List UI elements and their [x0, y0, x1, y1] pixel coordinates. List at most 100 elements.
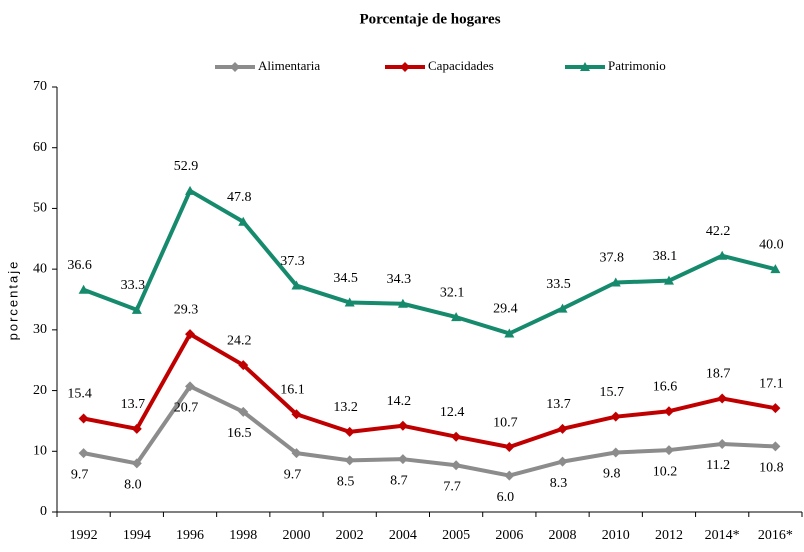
data-label: 13.7: [546, 397, 571, 412]
x-tick-label: 1996: [176, 528, 204, 543]
marker: [610, 411, 621, 422]
marker: [557, 423, 568, 434]
data-label: 29.3: [174, 302, 199, 317]
marker: [238, 406, 249, 417]
marker: [185, 185, 196, 195]
series-line: [83, 384, 776, 478]
data-label: 17.1: [759, 376, 784, 391]
marker: [397, 454, 408, 465]
marker: [504, 442, 515, 453]
marker: [451, 312, 462, 322]
data-label: 36.6: [67, 258, 92, 273]
marker: [291, 409, 302, 420]
marker: [770, 441, 781, 452]
data-label: 10.7: [493, 415, 518, 430]
x-tick-label: 2000: [282, 528, 310, 543]
marker: [185, 329, 196, 340]
marker: [717, 250, 728, 260]
data-label: 16.6: [653, 379, 678, 394]
data-label: 10.8: [759, 461, 784, 476]
x-tick-label: 2005: [442, 528, 470, 543]
marker: [78, 413, 89, 424]
data-label: 16.1: [280, 382, 305, 397]
data-label: 33.5: [546, 277, 571, 292]
data-label: 47.8: [227, 190, 252, 205]
x-tick-label: 2002: [336, 528, 364, 543]
data-label: 37.3: [280, 254, 305, 269]
marker: [185, 381, 196, 392]
marker: [610, 447, 621, 458]
x-tick-label: 2012: [655, 528, 683, 543]
marker: [238, 360, 249, 371]
x-tick-label: 1992: [70, 528, 98, 543]
data-label: 34.5: [333, 271, 358, 286]
data-label: 33.3: [121, 278, 146, 293]
marker: [291, 448, 302, 459]
marker: [663, 275, 674, 285]
data-label: 13.2: [333, 400, 358, 415]
series-line: [83, 332, 776, 450]
marker: [557, 303, 568, 313]
marker: [230, 62, 240, 72]
data-label: 16.5: [227, 426, 252, 441]
x-tick-label: 1994: [123, 528, 151, 543]
x-tick-label: 2004: [389, 528, 417, 543]
y-tick-label: 60: [33, 140, 47, 155]
marker: [717, 439, 728, 449]
data-label: 9.7: [71, 467, 89, 482]
data-label: 8.3: [550, 476, 568, 491]
x-tick-label: 2008: [549, 528, 577, 543]
marker: [238, 216, 249, 226]
y-tick-label: 50: [33, 201, 47, 216]
data-label: 9.8: [603, 467, 621, 482]
x-tick-label: 1998: [229, 528, 257, 543]
y-tick-label: 0: [40, 504, 47, 519]
marker: [131, 423, 142, 434]
y-axis-label: porcentaje: [5, 260, 20, 341]
marker: [344, 297, 355, 307]
marker: [397, 420, 408, 431]
data-label: 37.8: [600, 251, 625, 266]
y-tick-label: 30: [33, 322, 47, 337]
marker: [400, 62, 410, 72]
x-tick-label: 2016*: [758, 528, 793, 543]
data-label: 8.7: [390, 473, 408, 488]
data-label: 12.4: [440, 405, 465, 420]
marker: [557, 456, 568, 467]
data-label: 32.1: [440, 285, 465, 300]
y-tick-label: 20: [33, 383, 47, 398]
data-label: 13.7: [121, 397, 146, 412]
legend-label: Capacidades: [428, 58, 494, 73]
data-label: 9.7: [284, 467, 302, 482]
data-label: 34.3: [387, 272, 412, 287]
data-label: 8.0: [124, 478, 142, 493]
marker: [717, 393, 728, 404]
marker: [770, 264, 781, 274]
data-label: 7.7: [443, 479, 461, 494]
marker: [344, 455, 355, 466]
series-line: [82, 188, 776, 336]
marker: [291, 280, 302, 290]
data-label: 14.2: [387, 394, 412, 409]
marker: [131, 304, 142, 314]
data-label: 10.2: [653, 464, 678, 479]
data-label: 8.5: [337, 475, 355, 490]
x-tick-label: 2014*: [705, 528, 740, 543]
marker: [131, 458, 142, 469]
marker: [78, 448, 89, 459]
y-tick-label: 70: [33, 79, 47, 94]
marker: [504, 470, 515, 481]
data-label: 15.7: [600, 385, 625, 400]
data-label: 40.0: [759, 237, 784, 252]
y-tick-label: 40: [33, 261, 47, 276]
marker: [504, 328, 515, 338]
data-label: 20.7: [174, 401, 199, 416]
data-label: 24.2: [227, 333, 252, 348]
marker: [344, 426, 355, 437]
marker: [663, 406, 674, 417]
marker: [451, 460, 462, 471]
legend-label: Alimentaria: [258, 58, 320, 73]
x-tick-label: 2006: [495, 528, 523, 543]
data-label: 29.4: [493, 302, 518, 317]
